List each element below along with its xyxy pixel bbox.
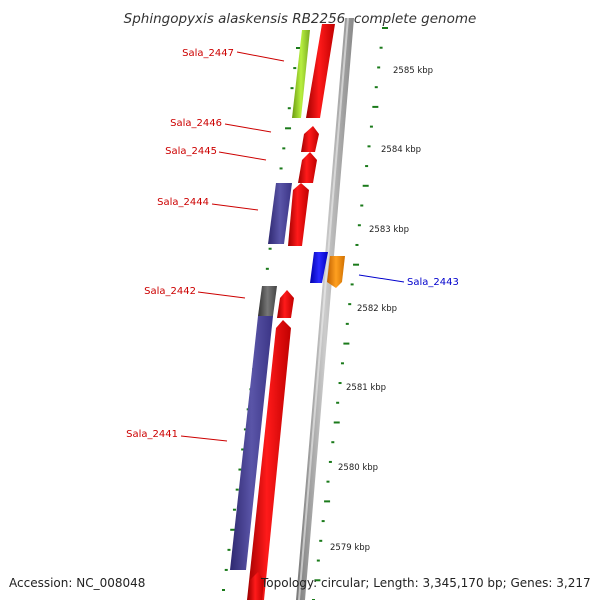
tick-label: 2584 kbp [381, 145, 421, 155]
cds-sala-2441 [247, 320, 291, 600]
gene-label-sala-2446: Sala_2446 [170, 118, 222, 129]
tick-labels: 2585 kbp 2584 kbp 2583 kbp 2582 kbp 2581… [330, 66, 433, 553]
tick-label: 2581 kbp [346, 383, 386, 393]
cds-sala-2444 [288, 183, 309, 246]
map-title: Sphingopyxis alaskensis RB2256, complete… [124, 11, 477, 27]
tick-label: 2579 kbp [330, 543, 370, 553]
cds-sala-2446 [301, 126, 319, 152]
gene-label-sala-2445: Sala_2445 [165, 146, 217, 157]
gene-label-sala-2444: Sala_2444 [157, 197, 209, 208]
gene-label-sala-2442: Sala_2442 [144, 286, 196, 297]
backbone-track [296, 18, 354, 600]
tick-label: 2583 kbp [369, 225, 409, 235]
gene-label-sala-2443: Sala_2443 [407, 277, 459, 288]
accession-text: Accession: NC_008048 [9, 576, 145, 590]
tick-label: 2585 kbp [393, 66, 433, 76]
cds-sala-2442 [277, 290, 294, 318]
cog-track [230, 30, 328, 570]
genome-summary-text: Topology: circular; Length: 3,345,170 bp… [260, 576, 591, 590]
tick-label: 2580 kbp [338, 463, 378, 473]
gene-labels: Sala_2447 Sala_2446 Sala_2445 Sala_2444 … [126, 48, 459, 442]
cds-sala-2443 [327, 256, 345, 288]
gene-label-sala-2447: Sala_2447 [182, 48, 234, 59]
cds-sala-2445 [298, 152, 317, 183]
gene-label-sala-2441: Sala_2441 [126, 429, 178, 440]
cds-sala-2447 [306, 24, 335, 118]
tick-label: 2582 kbp [357, 304, 397, 314]
cds-extra [248, 572, 264, 600]
cds-track [247, 24, 345, 600]
